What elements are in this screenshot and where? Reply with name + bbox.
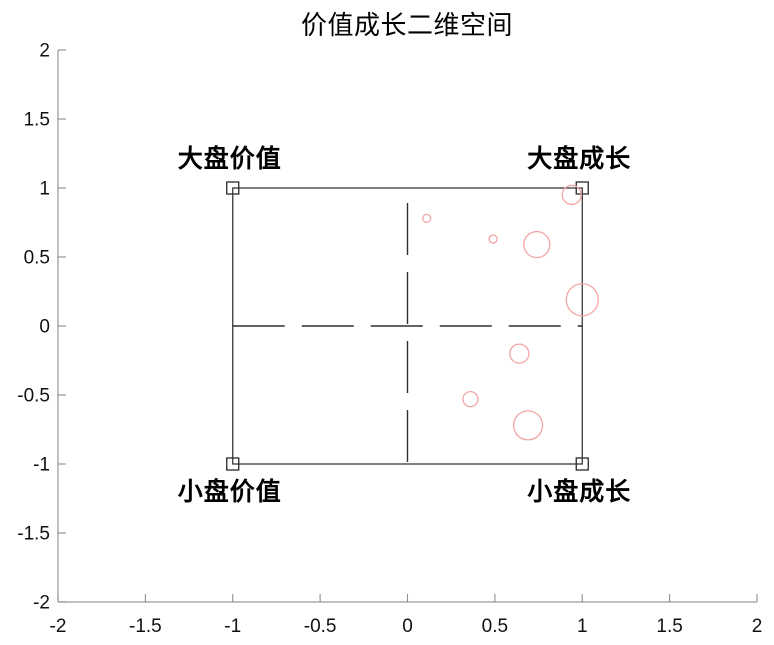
- bubble-marker: [422, 213, 432, 224]
- bubble-marker: [512, 410, 544, 441]
- corner-square-marker: [226, 181, 240, 195]
- y-tick-label: 0.5: [24, 248, 50, 269]
- x-tick-label: 0.5: [482, 616, 508, 637]
- y-tick-label: 0: [39, 317, 50, 338]
- bubble-marker: [462, 390, 479, 408]
- axes: [57, 49, 758, 603]
- x-tick-label: 0: [402, 616, 413, 637]
- x-tick-label: 2: [752, 616, 763, 637]
- y-tick-label: -0.5: [17, 386, 50, 407]
- tick-labels: -2 -1.5 -1 -0.5 0 0.5 1 1.5 2 -2 -1.5 -1 -0.5 0 0.5 1 1.…: [17, 41, 762, 638]
- corner-square-marker: [575, 181, 589, 195]
- x-tick-label: -0.5: [304, 616, 337, 637]
- bubble-marker: [488, 234, 498, 244]
- x-tick-label: 1.5: [656, 616, 682, 637]
- bubble-marker: [565, 283, 599, 317]
- x-tick-label: -1: [224, 616, 241, 637]
- corner-square-marker: [226, 457, 240, 471]
- y-tick-label: -1.5: [17, 524, 50, 545]
- corner-label: 小盘价值: [178, 477, 282, 506]
- x-tick-label: -2: [50, 616, 67, 637]
- x-tick-label: 1: [577, 616, 588, 637]
- y-tick-label: -2: [33, 593, 50, 614]
- corner-square-marker: [575, 457, 589, 471]
- bubble-marker: [523, 230, 551, 259]
- crosshair-dashed-lines: [232, 188, 583, 464]
- y-tick-label: 1.5: [24, 110, 50, 131]
- y-tick-label: 1: [39, 179, 50, 200]
- bubble-series: [422, 184, 599, 441]
- y-tick-label: 2: [39, 41, 50, 62]
- y-tick-label: -1: [33, 455, 50, 476]
- x-tick-label: -1.5: [129, 616, 162, 637]
- bubble-marker: [509, 343, 530, 364]
- quadrant-box: [226, 181, 589, 471]
- chart-title: 价值成长二维空间: [301, 11, 513, 40]
- bubble-marker: [561, 184, 582, 206]
- corner-label: 小盘成长: [527, 477, 631, 506]
- corner-label: 大盘价值: [178, 144, 282, 173]
- corner-label: 大盘成长: [527, 144, 631, 173]
- quadrant-box-outline: [232, 187, 583, 465]
